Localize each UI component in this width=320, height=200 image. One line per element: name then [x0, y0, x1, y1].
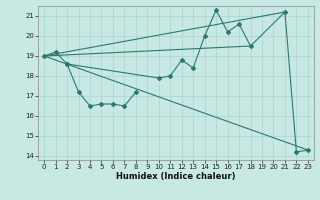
- X-axis label: Humidex (Indice chaleur): Humidex (Indice chaleur): [116, 172, 236, 181]
